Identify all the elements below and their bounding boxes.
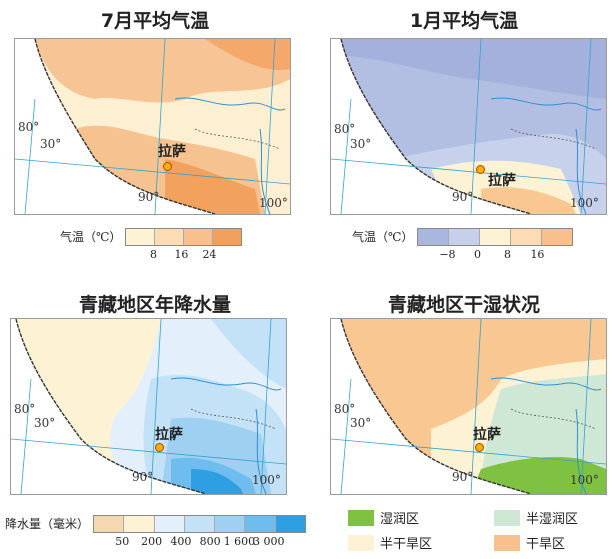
panel-title-precipitation: 青藏地区年降水量 bbox=[78, 294, 231, 316]
legend-class-semi-arid: 半干旱区 bbox=[348, 533, 432, 552]
legend-precipitation: 降水量（毫米） 50 200 400 800 1 600 3 000 bbox=[5, 515, 306, 548]
legend-tick-label: 24 bbox=[202, 248, 217, 261]
lon-label-90: 90° bbox=[138, 190, 160, 204]
lon-label-100: 100° bbox=[259, 196, 288, 210]
class-swatch bbox=[348, 534, 374, 551]
legend-swatch bbox=[213, 229, 242, 245]
legend-swatch-row bbox=[125, 228, 243, 246]
legend-july: 气温（℃） 8 16 24 bbox=[60, 228, 243, 261]
legend-title: 气温（℃） bbox=[60, 230, 122, 244]
legend-tick-label: 50 bbox=[115, 535, 130, 548]
city-label-lhasa: 拉萨 bbox=[488, 173, 516, 189]
lon-label-80: 80° bbox=[14, 402, 36, 416]
legend-tick-label: 0 bbox=[473, 248, 481, 261]
map-january-temp bbox=[330, 38, 607, 215]
legend-tick-label: 8 bbox=[503, 248, 511, 261]
lon-label-80: 80° bbox=[334, 402, 356, 416]
legend-tick-label: 16 bbox=[174, 248, 189, 261]
legend-ticks: 8 16 24 bbox=[125, 246, 237, 261]
legend-swatch bbox=[215, 516, 246, 532]
legend-class-semi-humid: 半湿润区 bbox=[494, 508, 578, 527]
legend-tick-label: 3 000 bbox=[252, 535, 285, 548]
legend-swatch bbox=[418, 229, 450, 245]
legend-tick-label: 400 bbox=[170, 535, 192, 548]
lhasa-marker-icon bbox=[163, 162, 172, 171]
lon-label-80: 80° bbox=[18, 120, 40, 134]
legend-swatch bbox=[184, 516, 216, 532]
lon-label-90: 90° bbox=[452, 470, 474, 484]
legend-swatch bbox=[124, 516, 155, 532]
city-label-lhasa: 拉萨 bbox=[155, 427, 183, 443]
lhasa-marker-icon bbox=[476, 165, 485, 174]
class-label: 半干旱区 bbox=[380, 537, 433, 552]
lat-label-30: 30° bbox=[34, 416, 56, 430]
legend-swatch bbox=[480, 229, 512, 245]
legend-january: 气温（℃） −8 0 8 16 bbox=[352, 228, 574, 261]
legend-tick-label: 200 bbox=[141, 535, 163, 548]
legend-swatch bbox=[245, 516, 276, 532]
legend-tick-label: −8 bbox=[439, 248, 456, 261]
lat-label-30: 30° bbox=[350, 416, 372, 430]
class-swatch bbox=[494, 534, 520, 551]
legend-swatch bbox=[275, 516, 305, 532]
city-label-lhasa: 拉萨 bbox=[473, 427, 501, 443]
legend-ticks: −8 0 8 16 bbox=[417, 246, 567, 261]
legend-swatch bbox=[184, 229, 214, 245]
map-july-temp bbox=[14, 38, 291, 215]
lon-label-100: 100° bbox=[570, 473, 599, 487]
lat-label-30: 30° bbox=[40, 137, 62, 151]
legend-swatch bbox=[449, 229, 481, 245]
panel-title-january: 1月平均气温 bbox=[409, 10, 519, 32]
legend-swatch-row bbox=[417, 228, 574, 246]
lon-label-100: 100° bbox=[252, 473, 281, 487]
lon-label-90: 90° bbox=[132, 470, 154, 484]
city-label-lhasa: 拉萨 bbox=[158, 144, 186, 160]
legend-swatch bbox=[155, 229, 185, 245]
panel-title-july: 7月平均气温 bbox=[100, 10, 210, 32]
legend-swatch bbox=[511, 229, 543, 245]
legend-scale: −8 0 8 16 bbox=[417, 228, 574, 261]
map-moisture bbox=[330, 318, 607, 495]
legend-tick-label: 16 bbox=[530, 248, 545, 261]
lon-label-80: 80° bbox=[334, 122, 356, 136]
map-precipitation bbox=[10, 318, 287, 495]
panel-title-moisture: 青藏地区干湿状况 bbox=[387, 294, 540, 316]
lhasa-marker-icon bbox=[475, 443, 484, 452]
legend-ticks: 50 200 400 800 1 600 3 000 bbox=[93, 533, 298, 548]
legend-title: 气温（℃） bbox=[352, 230, 414, 244]
class-label: 半湿润区 bbox=[526, 512, 579, 527]
lon-label-100: 100° bbox=[570, 196, 599, 210]
legend-scale: 50 200 400 800 1 600 3 000 bbox=[93, 515, 306, 548]
legend-tick-label: 800 bbox=[199, 535, 221, 548]
legend-class-arid: 干旱区 bbox=[494, 533, 565, 552]
lon-label-90: 90° bbox=[452, 190, 474, 204]
class-swatch bbox=[348, 509, 374, 526]
legend-swatch bbox=[94, 516, 125, 532]
class-label: 干旱区 bbox=[526, 537, 566, 552]
lat-label-30: 30° bbox=[350, 137, 372, 151]
legend-swatch bbox=[542, 229, 573, 245]
legend-title: 降水量（毫米） bbox=[5, 517, 90, 531]
legend-scale: 8 16 24 bbox=[125, 228, 243, 261]
legend-swatch bbox=[126, 229, 156, 245]
legend-class-humid: 湿润区 bbox=[348, 508, 419, 527]
legend-tick-label: 8 bbox=[149, 248, 157, 261]
lhasa-marker-icon bbox=[155, 443, 164, 452]
class-label: 湿润区 bbox=[380, 512, 420, 527]
class-swatch bbox=[494, 509, 520, 526]
legend-swatch bbox=[154, 516, 185, 532]
legend-tick-label: 1 600 bbox=[223, 535, 256, 548]
legend-swatch-row bbox=[93, 515, 306, 533]
